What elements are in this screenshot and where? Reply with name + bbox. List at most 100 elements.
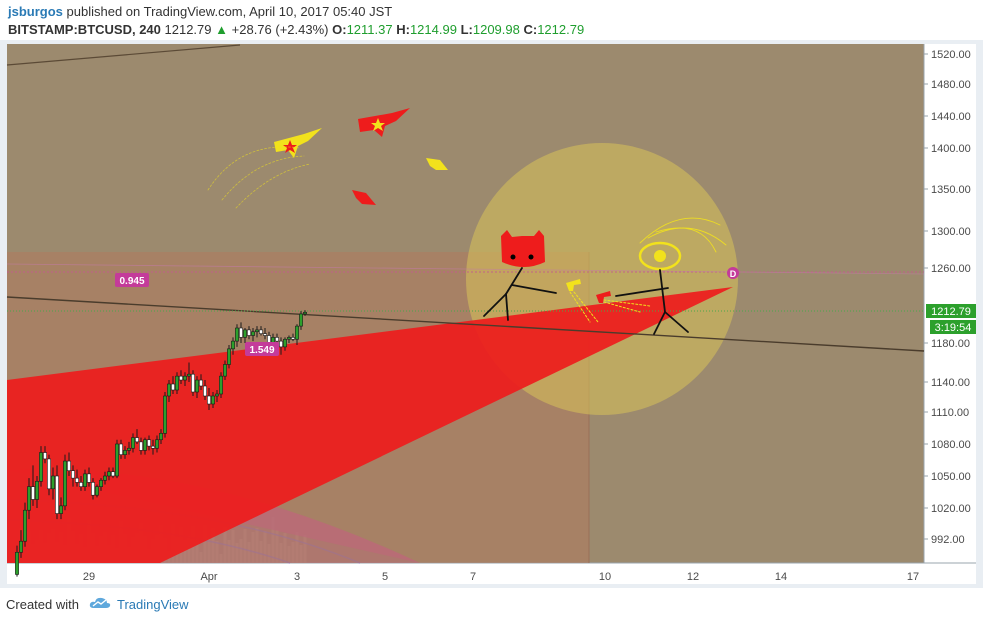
marker-d[interactable]: D xyxy=(727,267,739,279)
last-price-tag-text: 1212.79 xyxy=(931,306,971,318)
price-tick-label: 1180.00 xyxy=(931,338,970,350)
candle xyxy=(183,372,187,386)
price-chart[interactable]: 0.945 1.549 D 1520.00 1480.00 1440.00 1400.… xyxy=(0,40,983,588)
published-text: published on TradingView.com, April 10, … xyxy=(66,4,393,19)
cat-arm xyxy=(511,284,557,294)
candle-body xyxy=(195,379,199,393)
candle-body xyxy=(111,471,115,477)
candle xyxy=(299,311,303,330)
cat-body xyxy=(505,267,523,295)
candle-body xyxy=(91,482,95,496)
tradingview-link[interactable]: TradingView xyxy=(117,597,189,612)
candle xyxy=(219,372,223,398)
candle xyxy=(43,446,47,464)
candle-body xyxy=(215,393,219,397)
price-axis[interactable]: 1520.00 1480.00 1440.00 1400.00 1350.00 1300.… xyxy=(924,49,971,546)
candle xyxy=(287,335,291,343)
last-price-tag: 1212.79 3:19:54 xyxy=(926,304,976,334)
open-label: O: xyxy=(332,22,347,37)
candle xyxy=(95,484,99,498)
high-label: H: xyxy=(396,22,410,37)
price-tick-label: 1260.00 xyxy=(931,263,971,275)
candle-body xyxy=(199,379,203,387)
time-tick-label: 3 xyxy=(294,571,300,583)
high-value: 1214.99 xyxy=(409,22,457,37)
time-axis-panel xyxy=(7,563,924,584)
bottom-strip xyxy=(0,584,983,588)
candle xyxy=(31,465,35,506)
change-text: +28.76 (+2.43%) xyxy=(231,22,329,37)
candle xyxy=(199,374,203,390)
candle xyxy=(243,328,247,343)
eye-leg-right xyxy=(664,311,689,333)
candle xyxy=(231,337,235,355)
time-axis[interactable]: 29 Apr 3 5 7 10 12 14 17 xyxy=(83,571,919,583)
time-tick-label: 17 xyxy=(907,571,919,583)
jet-trails xyxy=(207,146,311,209)
cat-leg-right xyxy=(505,293,509,321)
candle-body xyxy=(107,471,111,477)
candle xyxy=(203,380,207,400)
candle xyxy=(27,478,31,520)
candle xyxy=(87,467,91,487)
fib-label-top[interactable]: 0.945 xyxy=(115,273,149,287)
candle xyxy=(55,465,59,520)
candle xyxy=(67,452,71,476)
symbol-info: BITSTAMP:BTCUSD, 240 1212.79 ▲ +28.76 (+… xyxy=(8,22,584,37)
candle xyxy=(107,467,111,481)
price-tick-label: 1110.00 xyxy=(931,407,969,419)
yellow-rocket-icon xyxy=(426,158,448,170)
fib-label-top-text: 0.945 xyxy=(119,276,144,287)
eye-leg-left xyxy=(653,311,666,335)
candle-body xyxy=(143,439,147,451)
cat-eye-left xyxy=(510,254,516,260)
candle xyxy=(143,437,147,455)
price-tick-label: 1480.00 xyxy=(931,79,971,91)
candle-body xyxy=(287,337,291,340)
price-tick-label: 1300.00 xyxy=(931,226,971,238)
candle-body xyxy=(183,375,187,381)
candle xyxy=(23,502,27,547)
candle-body xyxy=(295,325,299,340)
price-tick-label: 1020.00 xyxy=(931,503,971,515)
left-strip xyxy=(0,40,7,588)
candle xyxy=(99,478,103,491)
created-with-text: Created with xyxy=(6,597,79,612)
candle xyxy=(179,370,183,384)
eye-head-icon xyxy=(638,241,682,271)
countdown-tag-text: 3:19:54 xyxy=(935,322,972,334)
candle-body xyxy=(47,458,51,490)
candle-body xyxy=(279,340,283,348)
candle-body xyxy=(283,338,287,348)
price-tick-label: 1350.00 xyxy=(931,184,971,196)
candle-body xyxy=(135,437,139,443)
last-price-text: 1212.79 xyxy=(164,22,212,37)
candle-body xyxy=(23,509,27,542)
candle xyxy=(151,439,155,455)
tradingview-cloud-icon xyxy=(89,597,111,608)
candle-body xyxy=(187,373,191,377)
candle-body xyxy=(51,475,55,490)
candle-body xyxy=(31,486,35,500)
candle-body xyxy=(75,477,79,483)
candle xyxy=(63,454,67,511)
candle xyxy=(167,380,171,402)
candle-body xyxy=(71,470,75,479)
yellow-jet-icon xyxy=(274,128,322,158)
price-tick-label: 1140.00 xyxy=(931,377,970,389)
author-link[interactable]: jsburgos xyxy=(8,4,63,19)
candle-body xyxy=(263,333,267,336)
fib-label-mid[interactable]: 1.549 xyxy=(245,342,279,356)
candle xyxy=(79,476,83,491)
yellow-jet-star-icon xyxy=(283,140,297,153)
close-value: 1212.79 xyxy=(537,22,585,37)
red-jet-icon xyxy=(358,108,410,137)
candle xyxy=(131,433,135,453)
trend-line-top xyxy=(6,44,241,66)
candle xyxy=(211,392,215,408)
fib-label-mid-text: 1.549 xyxy=(249,345,274,356)
candle-body xyxy=(115,443,119,477)
candle-body xyxy=(303,311,307,315)
candle xyxy=(123,446,127,459)
candle xyxy=(175,372,179,394)
